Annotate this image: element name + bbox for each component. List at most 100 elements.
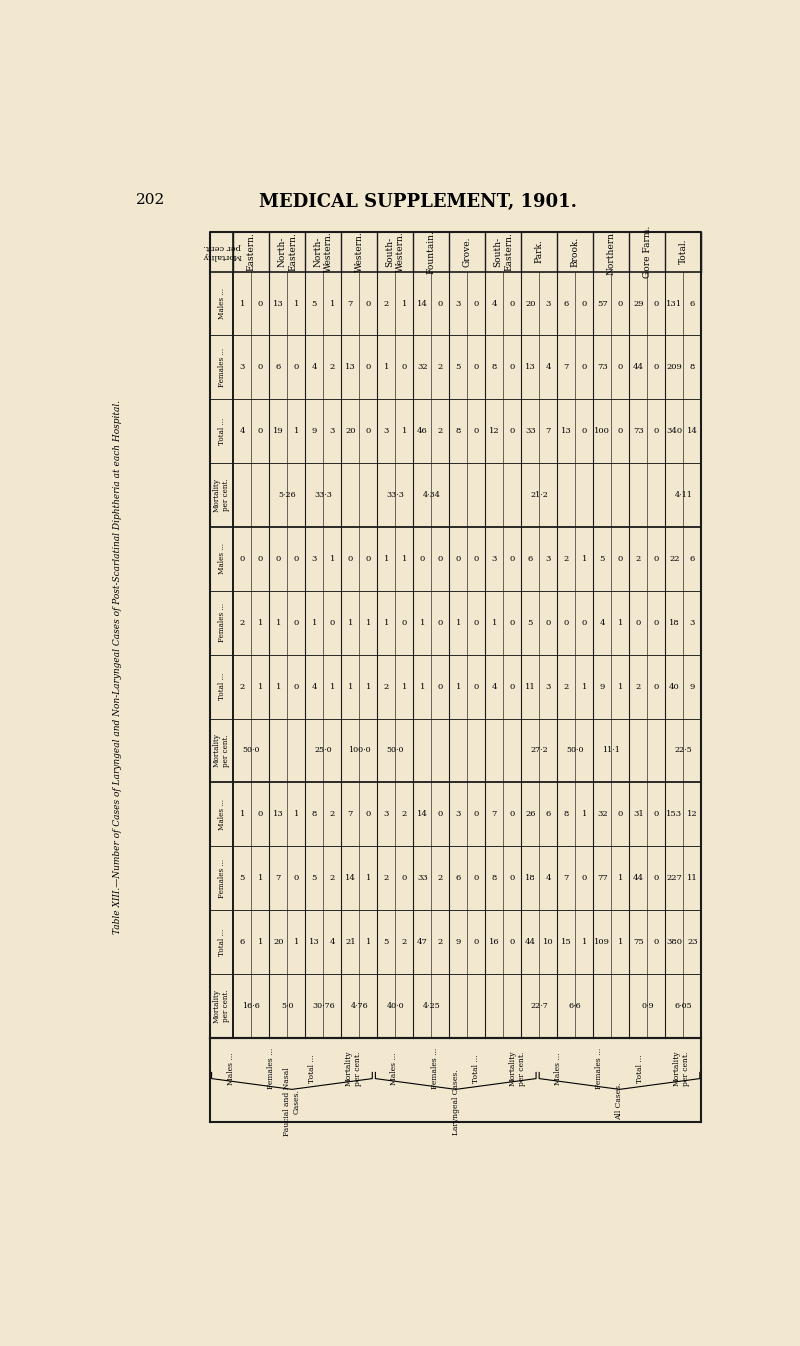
Text: 18: 18 xyxy=(525,874,536,882)
Text: 3: 3 xyxy=(312,555,317,563)
Text: 6: 6 xyxy=(240,938,245,946)
Text: 14: 14 xyxy=(417,810,428,818)
Text: Females ...: Females ... xyxy=(218,347,226,386)
Text: 7: 7 xyxy=(564,874,569,882)
Text: 1: 1 xyxy=(258,874,263,882)
Text: Fountain.: Fountain. xyxy=(427,230,436,273)
Text: 0: 0 xyxy=(294,682,299,690)
Text: 3: 3 xyxy=(456,810,461,818)
Text: 1: 1 xyxy=(402,300,407,307)
Text: 0: 0 xyxy=(510,938,515,946)
Text: 0: 0 xyxy=(546,619,551,627)
Text: 12: 12 xyxy=(687,810,698,818)
Text: 1: 1 xyxy=(366,874,371,882)
Text: 7: 7 xyxy=(348,810,353,818)
Text: 0: 0 xyxy=(294,619,299,627)
Text: 1: 1 xyxy=(294,300,299,307)
Text: 0: 0 xyxy=(618,810,623,818)
Text: 2: 2 xyxy=(564,555,569,563)
Text: 7: 7 xyxy=(492,810,497,818)
Text: 2: 2 xyxy=(402,938,407,946)
Text: 0: 0 xyxy=(438,682,443,690)
Text: 1: 1 xyxy=(240,300,245,307)
Text: 2: 2 xyxy=(330,810,335,818)
Text: 2: 2 xyxy=(384,682,389,690)
Text: 0: 0 xyxy=(510,619,515,627)
Text: 11·1: 11·1 xyxy=(602,747,620,755)
Text: Total ...: Total ... xyxy=(218,929,226,956)
Text: 5: 5 xyxy=(240,874,245,882)
Text: 22·7: 22·7 xyxy=(530,1001,548,1010)
Text: 8: 8 xyxy=(690,363,695,371)
Text: 2: 2 xyxy=(636,682,641,690)
Text: 1: 1 xyxy=(294,938,299,946)
Text: 0: 0 xyxy=(564,619,569,627)
Text: 0: 0 xyxy=(474,619,479,627)
Text: 5: 5 xyxy=(312,300,317,307)
Text: South-
Western.: South- Western. xyxy=(386,232,405,272)
Text: 1: 1 xyxy=(366,619,371,627)
Text: 33: 33 xyxy=(417,874,428,882)
Text: Mortality
per cent.: Mortality per cent. xyxy=(213,989,230,1023)
Text: 0: 0 xyxy=(582,363,587,371)
Text: 0: 0 xyxy=(474,810,479,818)
Text: 50·0: 50·0 xyxy=(566,747,584,755)
Text: Laryngeal Cases.: Laryngeal Cases. xyxy=(452,1069,460,1135)
Text: 0: 0 xyxy=(654,300,659,307)
Text: 4: 4 xyxy=(546,363,551,371)
Text: Table XIII.—Number of Cases of Laryngeal and Non-Laryngeal Cases of Post-Scarlat: Table XIII.—Number of Cases of Laryngeal… xyxy=(113,400,122,934)
Text: 9: 9 xyxy=(600,682,605,690)
Text: 6: 6 xyxy=(546,810,551,818)
Text: 6: 6 xyxy=(528,555,533,563)
Text: 11: 11 xyxy=(687,874,698,882)
Text: 0: 0 xyxy=(618,427,623,435)
Text: 1: 1 xyxy=(492,619,497,627)
Text: 0: 0 xyxy=(294,874,299,882)
Text: 0: 0 xyxy=(510,427,515,435)
Text: 4: 4 xyxy=(546,874,551,882)
Text: 3: 3 xyxy=(384,810,389,818)
Text: 23: 23 xyxy=(687,938,698,946)
Text: 50·0: 50·0 xyxy=(242,747,260,755)
Text: 3: 3 xyxy=(456,300,461,307)
Text: 7: 7 xyxy=(348,300,353,307)
Text: 33: 33 xyxy=(525,427,536,435)
Text: Males ...: Males ... xyxy=(390,1053,398,1085)
Text: 2: 2 xyxy=(438,363,443,371)
Text: 0: 0 xyxy=(510,874,515,882)
Text: 1: 1 xyxy=(420,619,425,627)
Text: 0: 0 xyxy=(618,300,623,307)
Text: 0: 0 xyxy=(654,363,659,371)
Text: 100·0: 100·0 xyxy=(348,747,370,755)
Text: 4: 4 xyxy=(492,300,497,307)
Text: 0: 0 xyxy=(258,363,263,371)
Text: 4·76: 4·76 xyxy=(350,1001,368,1010)
Text: 40·0: 40·0 xyxy=(386,1001,404,1010)
Text: 20: 20 xyxy=(345,427,355,435)
Text: 7: 7 xyxy=(564,363,569,371)
Text: 0: 0 xyxy=(474,938,479,946)
Text: 1: 1 xyxy=(366,938,371,946)
Text: 1: 1 xyxy=(330,682,335,690)
Text: 2: 2 xyxy=(384,874,389,882)
Text: Total ...: Total ... xyxy=(636,1054,644,1082)
Text: Northern.: Northern. xyxy=(607,229,616,275)
Text: 1: 1 xyxy=(312,619,317,627)
Text: 1: 1 xyxy=(330,555,335,563)
Text: 1: 1 xyxy=(582,682,587,690)
Text: 100: 100 xyxy=(594,427,610,435)
Text: 1: 1 xyxy=(258,682,263,690)
Text: 8: 8 xyxy=(492,874,497,882)
Text: 14: 14 xyxy=(345,874,356,882)
Text: 0: 0 xyxy=(366,363,371,371)
Text: 4·25: 4·25 xyxy=(422,1001,440,1010)
Text: Females ...: Females ... xyxy=(218,603,226,642)
Text: 22: 22 xyxy=(669,555,680,563)
Text: 25·0: 25·0 xyxy=(314,747,332,755)
Text: 0: 0 xyxy=(474,363,479,371)
Text: 0: 0 xyxy=(366,810,371,818)
Text: 0: 0 xyxy=(510,682,515,690)
Text: 20: 20 xyxy=(525,300,536,307)
Text: 13: 13 xyxy=(273,300,284,307)
Text: 9: 9 xyxy=(456,938,461,946)
